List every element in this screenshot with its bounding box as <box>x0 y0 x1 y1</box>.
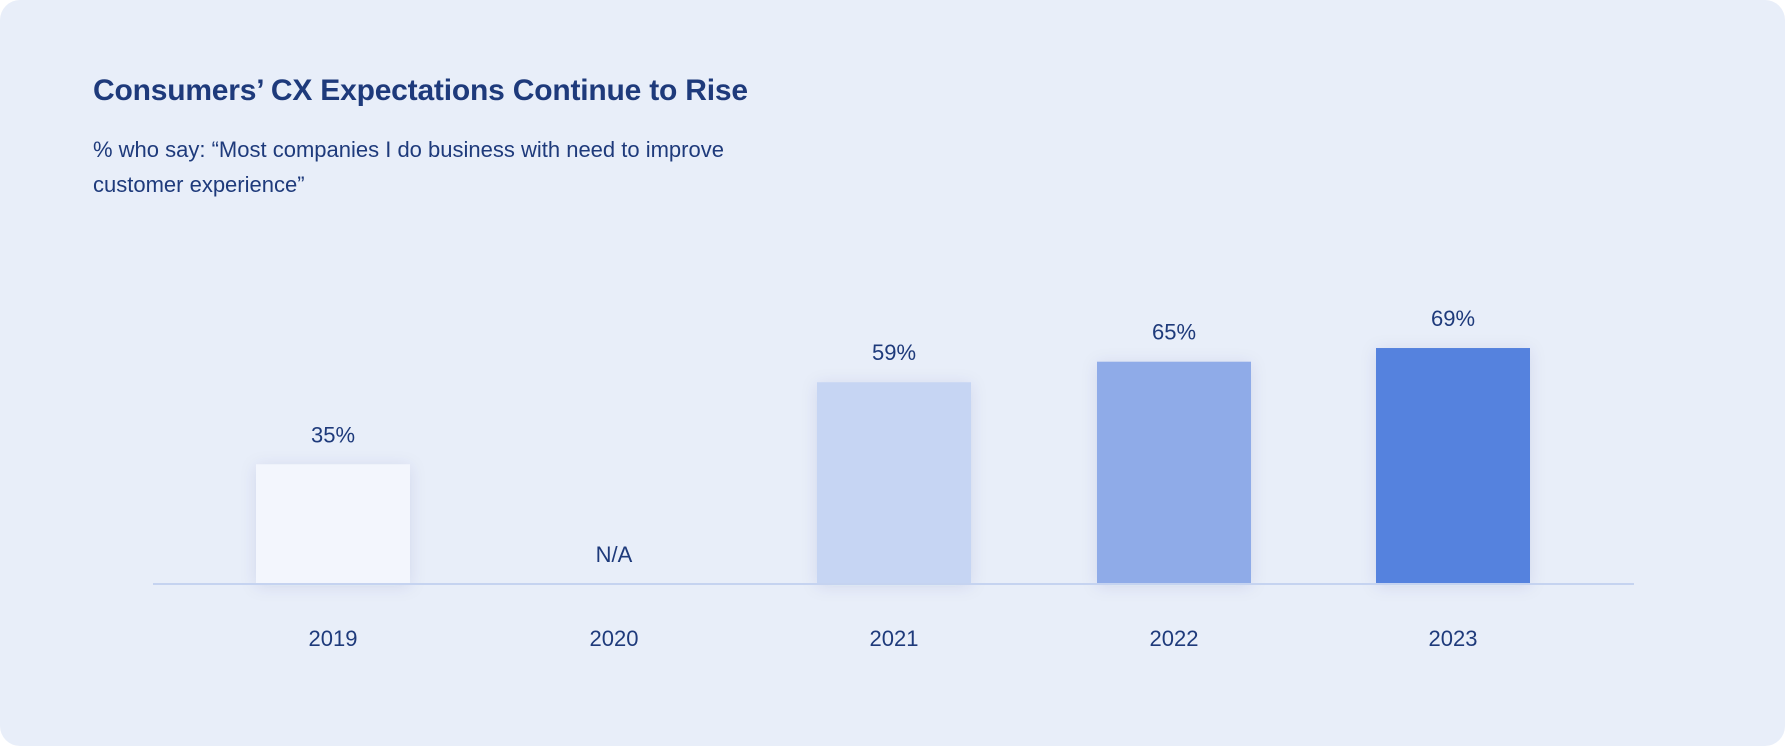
x-tick-label-2021: 2021 <box>870 626 919 651</box>
x-tick-label-2020: 2020 <box>590 626 639 651</box>
chart-subtitle: % who say: “Most companies I do business… <box>93 137 724 197</box>
bar-2022 <box>1097 361 1251 584</box>
bar-2021 <box>817 382 971 584</box>
bar-2019 <box>256 464 410 584</box>
data-label-2023: 69% <box>1431 306 1475 331</box>
data-label-2022: 65% <box>1152 320 1196 345</box>
bar-2023 <box>1376 348 1530 584</box>
chart-title: Consumers’ CX Expectations Continue to R… <box>93 74 748 107</box>
x-tick-label-2019: 2019 <box>309 626 358 651</box>
x-tick-label-2023: 2023 <box>1429 626 1478 651</box>
data-label-2019: 35% <box>311 422 355 447</box>
data-label-2020: N/A <box>596 542 633 567</box>
x-tick-label-2022: 2022 <box>1150 626 1199 651</box>
data-label-2021: 59% <box>872 340 916 365</box>
